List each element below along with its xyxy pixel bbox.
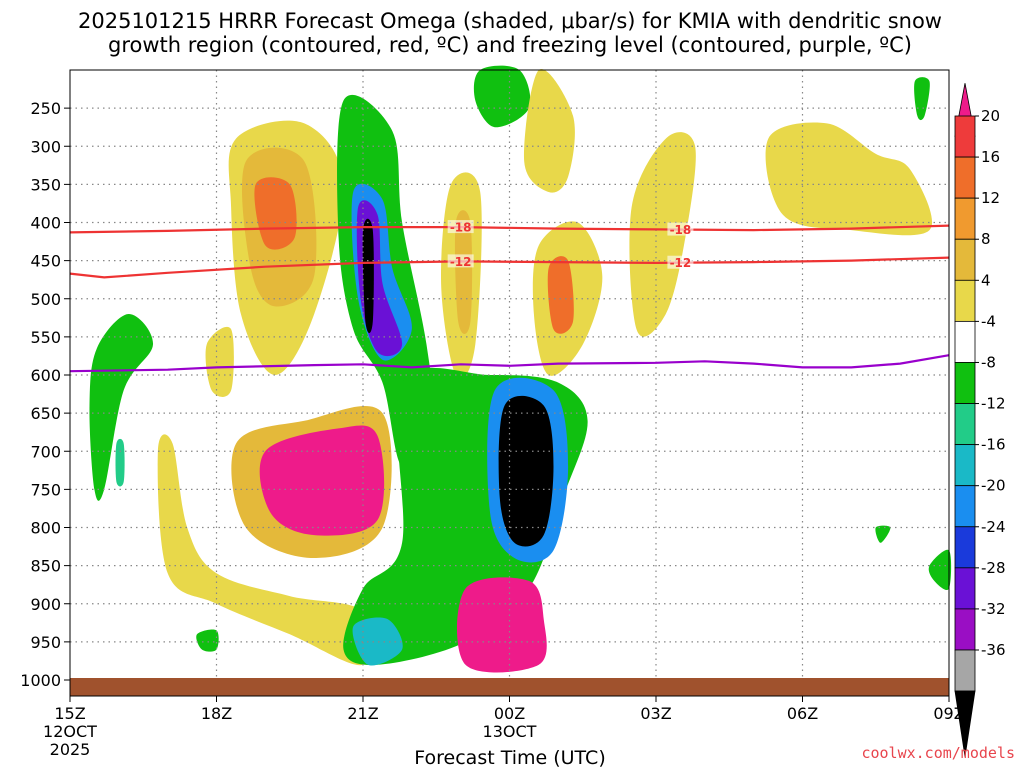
ground-bar [70,678,949,696]
colorbar-tick-label-11: -28 [981,559,1006,577]
xtick-label-21Z: 21Z [347,704,378,723]
title-line-2: growth region (contoured, red, ºC) and f… [108,33,912,57]
shade-yellow_top_center [523,68,575,193]
ytick-label-700: 700 [30,442,61,461]
shade-cyan_bottom_left [352,617,403,666]
contour-freezing_level [69,354,950,373]
contour-label-bg-dgz_minus18-0 [447,220,474,234]
ytick-label-750: 750 [30,480,61,499]
ytick-label-950: 950 [30,633,61,652]
contour-lines: -18 -18 -12 -12 [69,220,950,373]
colorbar-swatch-5 [954,279,976,322]
contour-label-bg-dgz_minus12-0 [447,254,474,268]
ytick-label-300: 300 [30,137,61,156]
colorbar-swatch-10 [954,485,976,528]
colorbar-swatch-11 [954,526,976,569]
xtick-label-15Z: 15Z [54,704,85,723]
plot-area: -18 -18 -12 -12 [69,65,952,697]
shade-orange_center_right [547,256,574,334]
ytick-label-850: 850 [30,557,61,576]
shade-pink_bottom_center [456,577,547,673]
shade-green_far_right [928,549,952,591]
ytick-label-900: 900 [30,595,61,614]
colorbar-tick-label-10: -24 [981,518,1006,536]
ytick-label-650: 650 [30,404,61,423]
contour-dgz_minus18 [69,224,950,234]
ytick-label-800: 800 [30,519,61,538]
colorbar-swatch-14 [954,649,976,692]
colorbar-swatch-13 [954,608,976,651]
x-axis-label: Forecast Time (UTC) [414,747,605,768]
shade-green_right_small [875,525,891,543]
ytick-label-350: 350 [30,175,61,194]
ytick-label-500: 500 [30,290,61,309]
colorbar-swatch-6 [954,320,976,363]
colorbar: 20 16 12 8 4 -4 -8 -12 -16 -20 -24 -28 -32 -36 [954,83,1006,757]
colorbar-tick-label-7: -12 [981,395,1006,413]
shade-orange_center_mid [454,210,473,334]
shade-green_top_right [914,77,930,121]
colorbar-tick-label-6: -8 [981,353,996,371]
xtick-date-12OCT: 12OCT [43,722,97,741]
colorbar-swatch-4 [954,238,976,281]
shade-yellow_mid_left [205,326,234,397]
colorbar-swatch-1 [954,115,976,158]
shade-green_top_center [473,65,531,128]
colorbar-tick-label-9: -20 [981,477,1006,495]
ytick-label-450: 450 [30,252,61,271]
ytick-label-250: 250 [30,99,61,118]
contour-label-dgz_minus18-0: -18 [450,221,472,235]
shade-black_central_column [362,218,374,334]
colorbar-tick-label-2: 12 [981,189,1000,207]
shade-black_lower_center [498,395,554,547]
xtick-label-09Z: 09Z [933,704,964,723]
colorbar-tick-label-5: -4 [981,312,996,330]
grid-lines [70,70,949,680]
xtick-date-13OCT: 13OCT [483,722,537,741]
xtick-label-00Z: 00Z [494,704,525,723]
colorbar-swatch-8 [954,403,976,446]
colorbar-tick-label-3: 8 [981,230,991,248]
y-axis-ticks: 250 300 350 400 450 500 550 600 650 700 750 800 850 9… [20,99,70,690]
contour-label-dgz_minus12-1: -12 [670,256,692,270]
ytick-label-400: 400 [30,214,61,233]
colorbar-tick-label-4: 4 [981,271,991,289]
credit-link[interactable]: coolwx.com/models [861,744,1015,762]
colorbar-swatch-12 [954,567,976,610]
shade-yellow_top_right [765,122,933,236]
ytick-label-600: 600 [30,366,61,385]
contour-label-bg-dgz_minus12-1 [667,255,694,269]
shade-green_left_dot [196,629,219,652]
xtick-label-06Z: 06Z [787,704,818,723]
shade-yellow_upper_right_band [629,132,696,337]
colorbar-tick-label-1: 16 [981,148,1000,166]
title-line-1: 2025101215 HRRR Forecast Omega (shaded, … [78,9,942,33]
xtick-label-18Z: 18Z [201,704,232,723]
contour-label-bg-dgz_minus18-1 [667,222,694,236]
shade-teal_left_column [115,438,125,487]
omega-shading [89,65,952,673]
xtick-date-2025: 2025 [50,740,91,759]
colorbar-tick-label-13: -36 [981,641,1006,659]
contour-label-dgz_minus12-0: -12 [450,255,472,269]
colorbar-swatch-3 [954,197,976,240]
shade-pink_lower_left [259,425,385,536]
ytick-label-1000: 1000 [20,671,61,690]
colorbar-tick-label-0: 20 [981,107,1000,125]
colorbar-swatch-2 [954,156,976,199]
xtick-label-03Z: 03Z [640,704,671,723]
ytick-label-550: 550 [30,328,61,347]
shade-orange_core_upper_left [254,177,297,250]
colorbar-swatch-7 [954,362,976,404]
shade-green_left_column [89,313,154,501]
colorbar-bottom-arrow [954,690,976,757]
colorbar-swatch-9 [954,444,976,487]
colorbar-tick-label-8: -16 [981,436,1006,454]
colorbar-tick-label-12: -32 [981,600,1006,618]
shade-yellow_low_left [157,434,373,666]
contour-label-dgz_minus18-1: -18 [670,223,692,237]
